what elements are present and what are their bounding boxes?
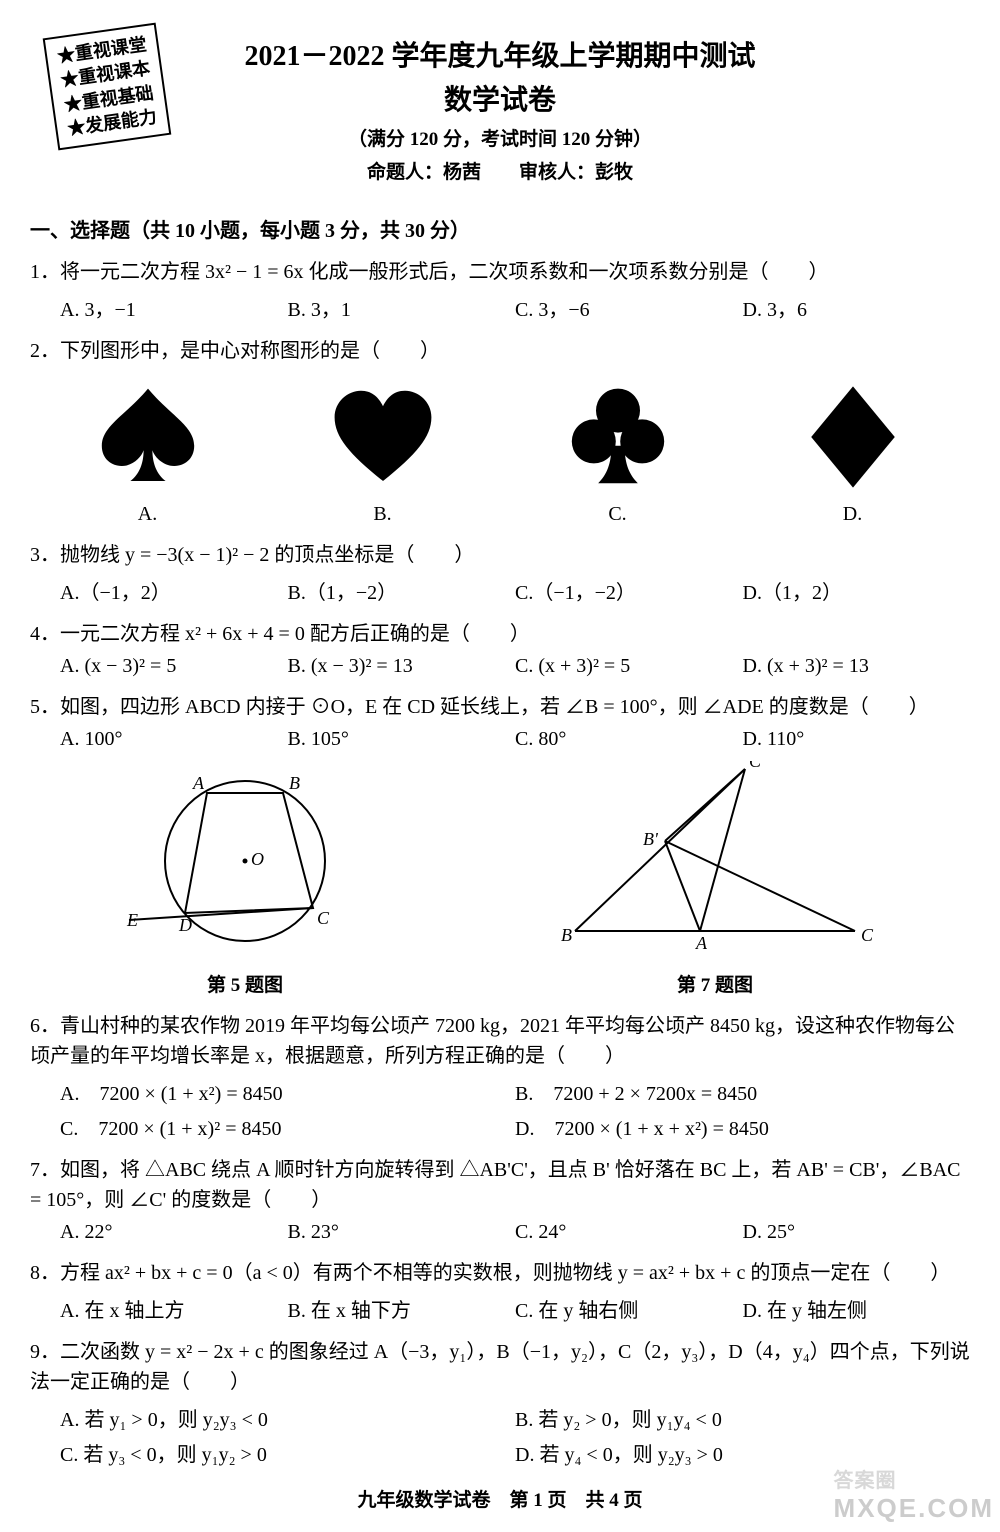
exam-page: ★重视课堂 ★重视课本 ★重视基础 ★发展能力 2021－2022 学年度九年级…: [0, 0, 1000, 1532]
q6-opt-d: D. 7200 × (1 + x + x²) = 8450: [515, 1112, 970, 1141]
q3-options: A.（−1，2） B.（1，−2） C.（−1，−2） D.（1，2）: [30, 576, 970, 605]
suit-club-block: C.: [563, 382, 673, 526]
q8-opt-b: B. 在 x 轴下方: [288, 1294, 516, 1323]
page-subtitle: 数学试卷: [30, 78, 970, 118]
q4-opt-d: D. (x + 3)² = 13: [743, 655, 971, 678]
q8-opt-a: A. 在 x 轴上方: [60, 1294, 288, 1323]
q5-opt-d: D. 110°: [743, 728, 971, 751]
q7-opt-b: B. 23°: [288, 1221, 516, 1244]
q6-text: 6．青山村种的某农作物 2019 年平均每公顷产 7200 kg，2021 年平…: [30, 1011, 970, 1071]
q3-opt-a: A.（−1，2）: [60, 576, 288, 605]
q5-opt-b: B. 105°: [288, 728, 516, 751]
q1-opt-a: A. 3，−1: [60, 293, 288, 322]
q7-opt-d: D. 25°: [743, 1221, 971, 1244]
q9-text: 9．二次函数 y = x² − 2x + c 的图象经过 A（−3，y₁），B（…: [30, 1337, 970, 1397]
svg-text:B': B': [643, 829, 659, 849]
club-icon: [563, 382, 673, 492]
q4-options: A. (x − 3)² = 5 B. (x − 3)² = 13 C. (x +…: [30, 655, 970, 678]
q7-opt-a: A. 22°: [60, 1221, 288, 1244]
svg-text:B: B: [561, 925, 572, 945]
spade-icon: [93, 382, 203, 492]
section-heading: 一、选择题（共 10 小题，每小题 3 分，共 30 分）: [30, 214, 970, 243]
q9-options: A. 若 y₁ > 0，则 y₂y₃ < 0 B. 若 y₂ > 0，则 y₁y…: [30, 1403, 970, 1467]
q9-opt-c: C. 若 y₃ < 0，则 y₁y₂ > 0: [60, 1438, 515, 1467]
q7-text: 7．如图，将 △ABC 绕点 A 顺时针方向旋转得到 △AB'C'，且点 B' …: [30, 1155, 970, 1215]
suit-label: B.: [328, 503, 438, 526]
suit-spade-block: A.: [93, 382, 203, 526]
q5-opt-c: C. 80°: [515, 728, 743, 751]
q6-opt-c: C. 7200 × (1 + x)² = 8450: [60, 1112, 515, 1141]
q9-opt-b: B. 若 y₂ > 0，则 y₁y₄ < 0: [515, 1403, 970, 1432]
q3-opt-b: B.（1，−2）: [288, 576, 516, 605]
q4-opt-c: C. (x + 3)² = 5: [515, 655, 743, 678]
exam-meta-line1: （满分 120 分，考试时间 120 分钟）: [30, 124, 970, 151]
svg-text:A: A: [192, 773, 205, 793]
q7-figure-block: B A C' C B' 第 7 题图: [555, 761, 875, 997]
q6-opt-a: A. 7200 × (1 + x²) = 8450: [60, 1077, 515, 1106]
q1-opt-d: D. 3，6: [743, 293, 971, 322]
diamond-icon: [798, 382, 908, 492]
svg-text:A: A: [695, 933, 708, 953]
q9-opt-d: D. 若 y₄ < 0，则 y₂y₃ > 0: [515, 1438, 970, 1467]
q8-options: A. 在 x 轴上方 B. 在 x 轴下方 C. 在 y 轴右侧 D. 在 y …: [30, 1294, 970, 1323]
page-footer: 九年级数学试卷 第 1 页 共 4 页: [30, 1485, 970, 1512]
suit-label: C.: [563, 503, 673, 526]
watermark-bottom: MXQE.COM: [834, 1493, 994, 1524]
heart-icon: [328, 382, 438, 492]
q7-options: A. 22° B. 23° C. 24° D. 25°: [30, 1221, 970, 1244]
q7-figure-caption: 第 7 题图: [555, 970, 875, 997]
svg-text:B: B: [289, 773, 300, 793]
q8-opt-c: C. 在 y 轴右侧: [515, 1294, 743, 1323]
emphasis-stamp: ★重视课堂 ★重视课本 ★重视基础 ★发展能力: [43, 23, 172, 151]
q2-text: 2．下列图形中，是中心对称图形的是（ ）: [30, 336, 970, 366]
q9-opt-a: A. 若 y₁ > 0，则 y₂y₃ < 0: [60, 1403, 515, 1432]
svg-text:E: E: [126, 910, 138, 930]
q7-figure: B A C' C B': [555, 761, 875, 961]
q4-opt-b: B. (x − 3)² = 13: [288, 655, 516, 678]
q5-figure: A B C D E O: [125, 761, 365, 961]
suit-diamond-block: D.: [798, 382, 908, 526]
q5-figure-block: A B C D E O 第 5 题图: [125, 761, 365, 997]
q1-opt-b: B. 3，1: [288, 293, 516, 322]
q2-suits-row: A. B. C. D.: [30, 382, 970, 526]
watermark-top: 答案圈: [834, 1464, 994, 1493]
q3-opt-d: D.（1，2）: [743, 576, 971, 605]
q3-text: 3．抛物线 y = −3(x − 1)² − 2 的顶点坐标是（ ）: [30, 540, 970, 570]
q6-opt-b: B. 7200 + 2 × 7200x = 8450: [515, 1077, 970, 1106]
q4-text: 4．一元二次方程 x² + 6x + 4 = 0 配方后正确的是（ ）: [30, 619, 970, 649]
q7-opt-c: C. 24°: [515, 1221, 743, 1244]
svg-text:C: C: [317, 908, 330, 928]
svg-text:C': C': [861, 925, 875, 945]
svg-text:D: D: [178, 915, 192, 935]
q5-figure-caption: 第 5 题图: [125, 970, 365, 997]
q3-opt-c: C.（−1，−2）: [515, 576, 743, 605]
q5-text: 5．如图，四边形 ABCD 内接于 ⊙O，E 在 CD 延长线上，若 ∠B = …: [30, 692, 970, 722]
q1-text: 1．将一元二次方程 3x² − 1 = 6x 化成一般形式后，二次项系数和一次项…: [30, 257, 970, 287]
svg-text:O: O: [251, 849, 264, 869]
q8-text: 8．方程 ax² + bx + c = 0（a < 0）有两个不相等的实数根，则…: [30, 1258, 970, 1288]
suit-heart-block: B.: [328, 382, 438, 526]
q5-opt-a: A. 100°: [60, 728, 288, 751]
q6-options: A. 7200 × (1 + x²) = 8450 B. 7200 + 2 × …: [30, 1077, 970, 1141]
suit-label: D.: [798, 503, 908, 526]
figures-row: A B C D E O 第 5 题图 B A C' C B' 第 7 题图: [30, 761, 970, 997]
q8-opt-d: D. 在 y 轴左侧: [743, 1294, 971, 1323]
suit-label: A.: [93, 503, 203, 526]
q5-options: A. 100° B. 105° C. 80° D. 110°: [30, 728, 970, 751]
watermark: 答案圈 MXQE.COM: [834, 1464, 994, 1524]
page-title: 2021－2022 学年度九年级上学期期中测试: [30, 34, 970, 74]
q1-opt-c: C. 3，−6: [515, 293, 743, 322]
q4-opt-a: A. (x − 3)² = 5: [60, 655, 288, 678]
q1-options: A. 3，−1 B. 3，1 C. 3，−6 D. 3，6: [30, 293, 970, 322]
exam-meta-line2: 命题人：杨茜 审核人：彭牧: [30, 157, 970, 184]
svg-text:C: C: [749, 761, 762, 771]
